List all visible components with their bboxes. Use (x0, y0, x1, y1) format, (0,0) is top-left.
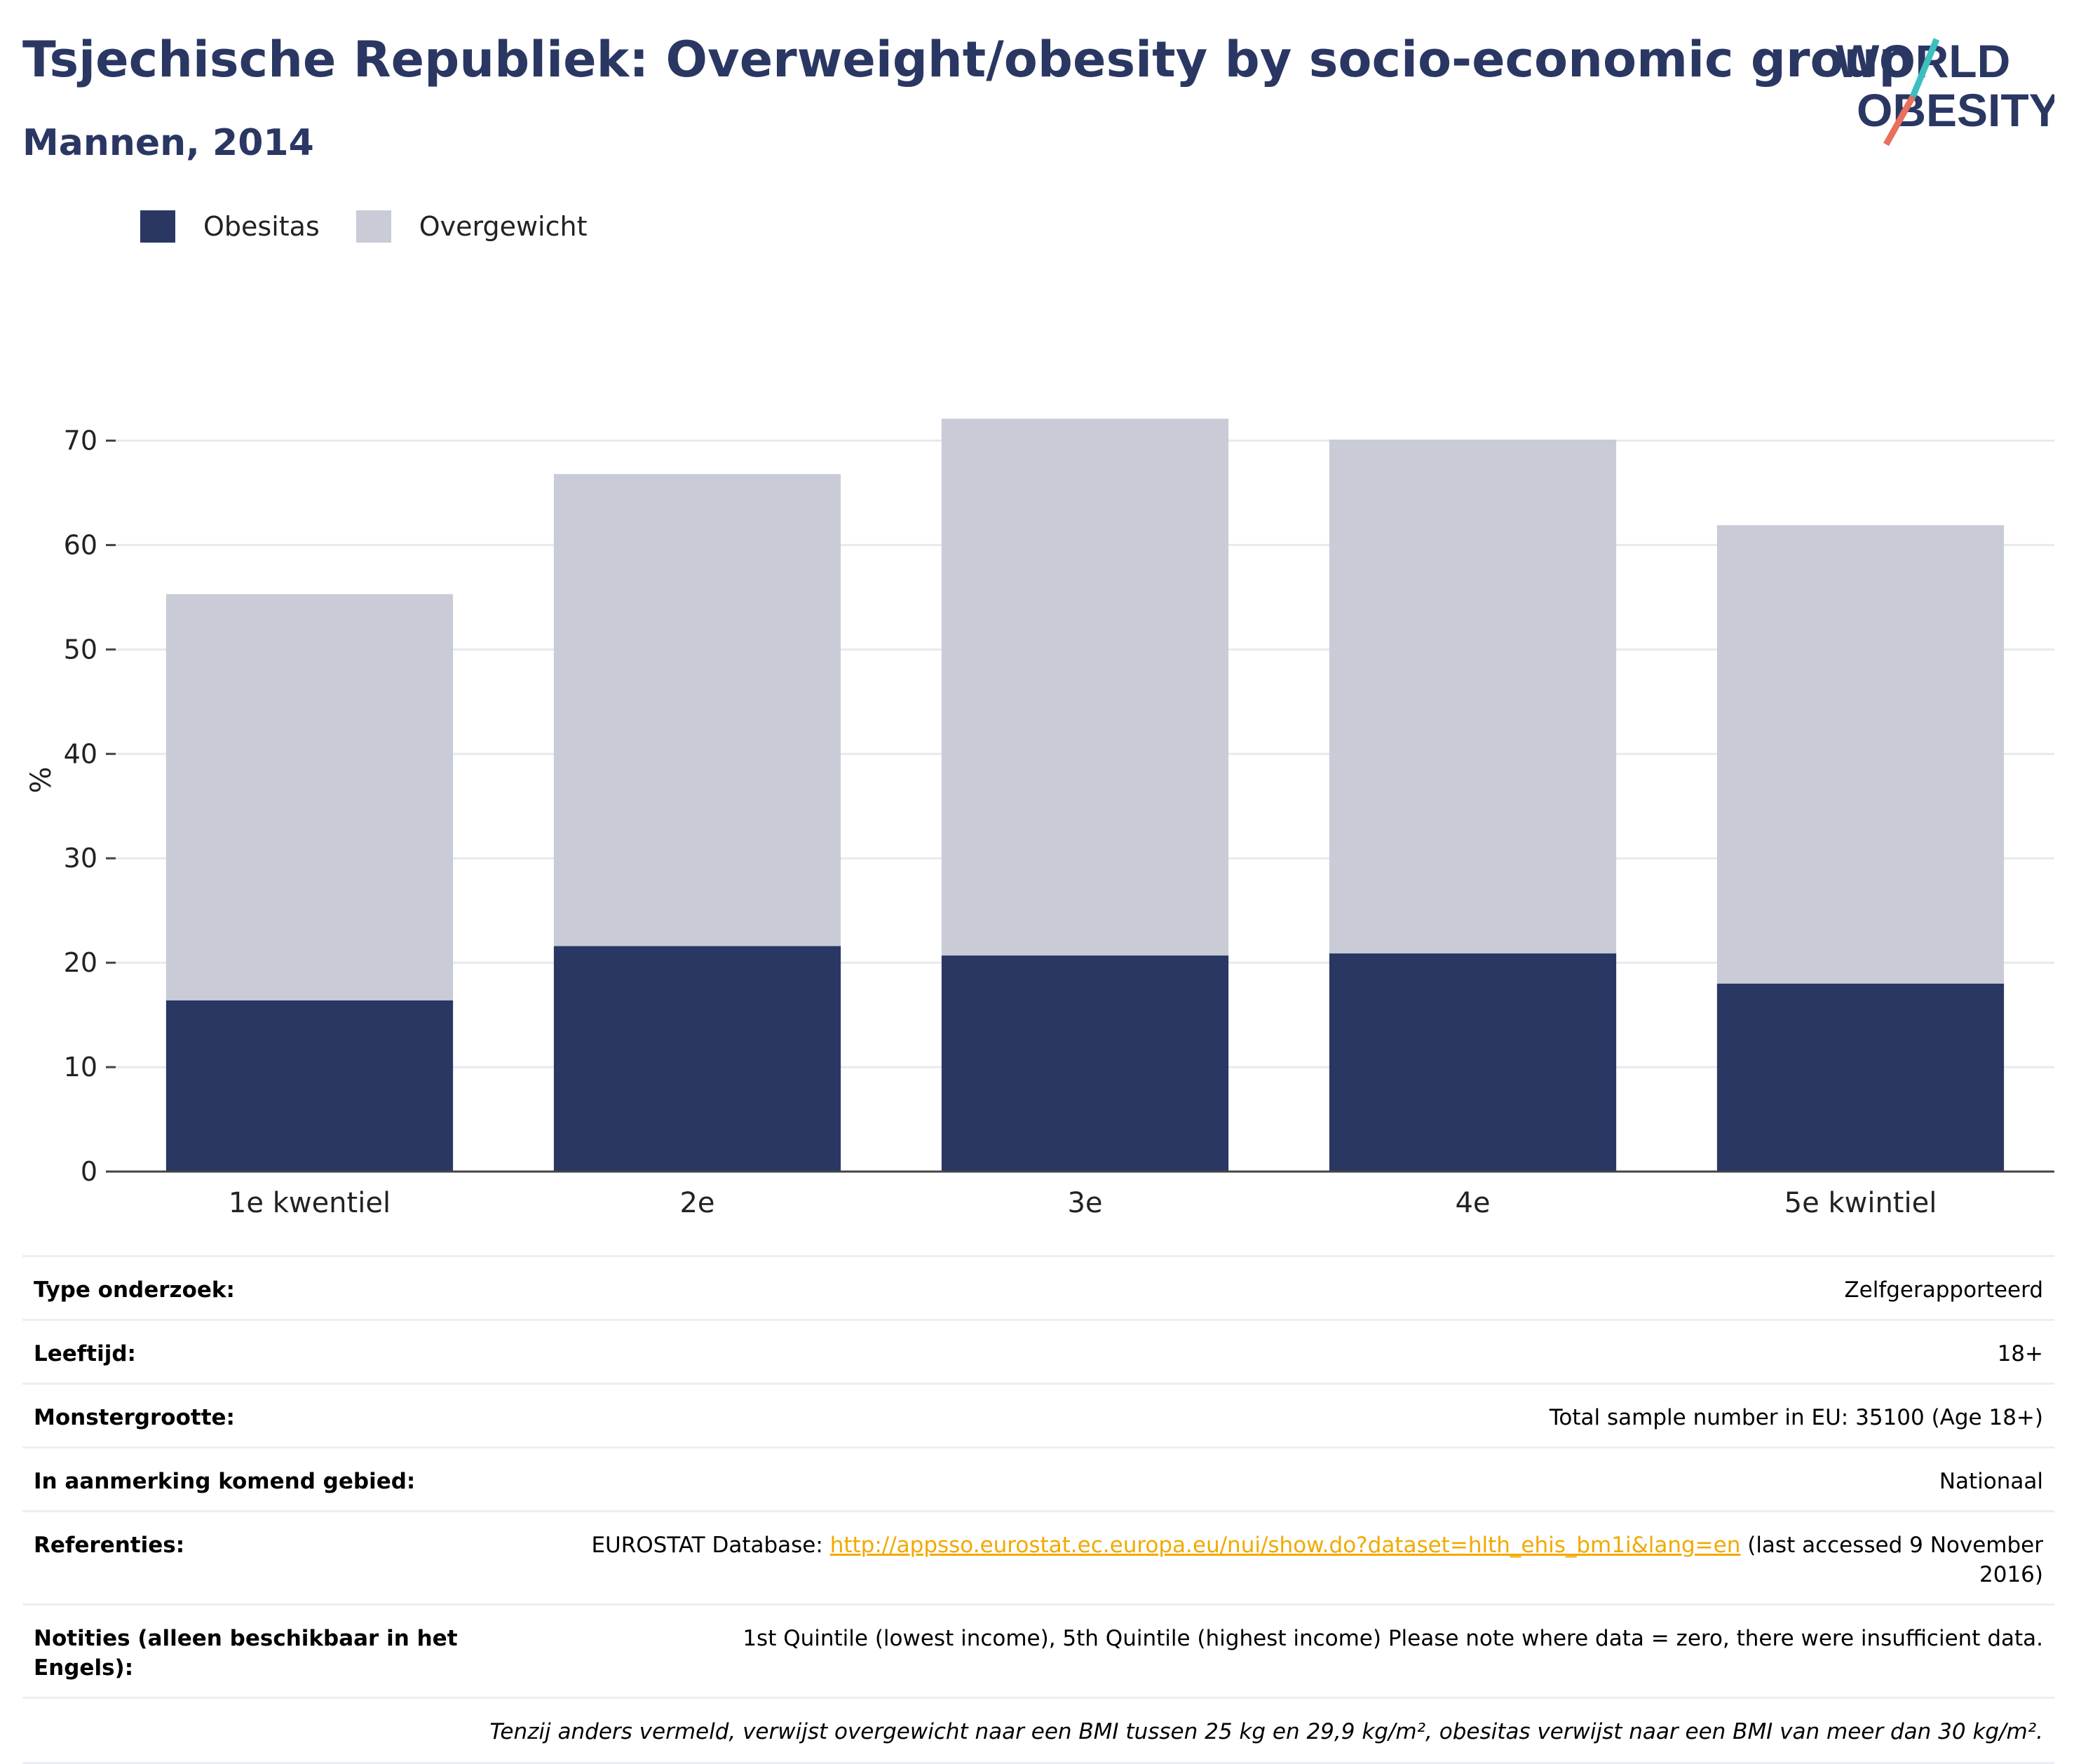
bar-overgewicht (553, 474, 841, 947)
meta-row-survey-type: Type onderzoek: Zelfgerapporteerd (22, 1255, 2054, 1319)
legend-item-overgewicht[interactable]: Overgewicht (355, 210, 588, 243)
x-tick-label: 5e kwintiel (1784, 1187, 1937, 1219)
bar-obesitas (165, 1000, 454, 1172)
meta-value: 1st Quintile (lowest income), 5th Quinti… (743, 1626, 2043, 1651)
y-axis-label: % (25, 766, 57, 793)
meta-key: Leeftijd: (34, 1341, 136, 1366)
y-tick-label: 10 (64, 1052, 97, 1083)
y-tick-label: 50 (64, 634, 97, 665)
logo-slash-teal (1909, 38, 1940, 98)
meta-key: Referenties: (34, 1533, 185, 1558)
logo-slash-coral (1883, 95, 1916, 147)
y-tick-label: 30 (64, 843, 97, 874)
legend-label-obesitas: Obesitas (203, 211, 320, 242)
x-tick-label: 3e (1067, 1187, 1102, 1219)
bar-overgewicht (941, 419, 1229, 956)
meta-row-area: In aanmerking komend gebied: Nationaal (22, 1446, 2054, 1510)
chart-legend: Obesitas Overgewicht (140, 209, 624, 244)
bar-obesitas (553, 946, 841, 1172)
y-tick-label: 70 (64, 425, 97, 456)
bar-obesitas (941, 955, 1229, 1172)
bar-overgewicht (1716, 525, 2005, 984)
bar-obesitas (1329, 953, 1617, 1172)
meta-row-sample-size: Monstergrootte: Total sample number in E… (22, 1383, 2054, 1446)
meta-value: Total sample number in EU: 35100 (Age 18… (1549, 1405, 2043, 1430)
meta-value: Zelfgerapporteerd (1844, 1277, 2043, 1303)
meta-key: Monstergrootte: (34, 1405, 235, 1430)
reference-link[interactable]: http://appsso.eurostat.ec.europa.eu/nui/… (829, 1533, 1741, 1558)
logo-line2: OBESITY (1857, 84, 2054, 136)
meta-row-age: Leeftijd: 18+ (22, 1319, 2054, 1383)
bar-overgewicht (165, 594, 454, 1000)
world-obesity-logo: WORLD OBESITY (1836, 35, 2054, 147)
meta-value: 18+ (1997, 1341, 2043, 1366)
reference-suffix: (last accessed 9 November 2016) (1740, 1533, 2043, 1587)
bar-overgewicht (1329, 439, 1617, 954)
chart-title: Tsjechische Republiek: Overweight/obesit… (22, 31, 1914, 88)
meta-key: Type onderzoek: (34, 1277, 235, 1303)
y-tick-label: 0 (81, 1156, 97, 1187)
x-tick-label: 2e (679, 1187, 714, 1219)
y-tick-label: 20 (64, 947, 97, 978)
meta-value: Nationaal (1939, 1469, 2043, 1494)
reference-prefix: EUROSTAT Database: (591, 1533, 830, 1558)
legend-swatch-obesitas (140, 210, 175, 243)
meta-row-references: Referenties: EUROSTAT Database: http://a… (22, 1510, 2054, 1603)
y-tick-label: 40 (64, 738, 97, 769)
legend-item-obesitas[interactable]: Obesitas (140, 210, 320, 243)
meta-value: EUROSTAT Database: http://appsso.eurosta… (536, 1531, 2043, 1589)
meta-key: Notities (alleen beschikbaar in het Enge… (34, 1626, 458, 1681)
x-tick-label: 4e (1455, 1187, 1490, 1219)
meta-key: In aanmerking komend gebied: (34, 1469, 416, 1494)
legend-label-overgewicht: Overgewicht (419, 211, 588, 242)
meta-row-notes: Notities (alleen beschikbaar in het Enge… (22, 1603, 2054, 1697)
metadata-table: Type onderzoek: Zelfgerapporteerd Leefti… (22, 1255, 2054, 1764)
bar-obesitas (1716, 983, 2005, 1172)
chart-subtitle: Mannen, 2014 (22, 122, 314, 164)
bar-chart: 0 10 20 30 40 50 60 70% 1e kwentiel 2e 3e 4e 5e kwin… (25, 419, 2054, 1219)
y-tick-label: 60 (64, 529, 97, 560)
legend-swatch-overgewicht (355, 210, 391, 243)
bmi-footnote: Tenzij anders vermeld, verwijst overgewi… (22, 1697, 2054, 1764)
x-tick-label: 1e kwentiel (229, 1187, 391, 1219)
